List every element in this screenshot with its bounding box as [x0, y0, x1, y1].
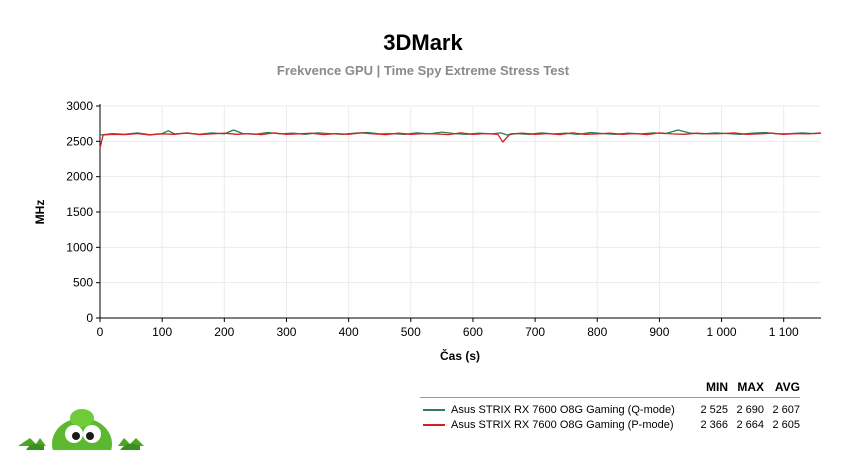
legend-entry-p-mode: Asus STRIX RX 7600 O8G Gaming (P-mode) 2…	[420, 417, 800, 432]
x-tick-label: 1 000	[707, 325, 737, 339]
x-tick-label: 800	[587, 325, 607, 339]
x-tick-label: 900	[649, 325, 669, 339]
series-line-1	[99, 132, 822, 149]
axes	[99, 104, 821, 319]
legend: MIN MAX AVG Asus STRIX RX 7600 O8G Gamin…	[420, 380, 800, 432]
legend-header-min: MIN	[706, 380, 728, 394]
legend-swatch-q-mode	[423, 408, 445, 411]
x-tick-label: 1 100	[769, 325, 799, 339]
legend-min-value: 2 366	[700, 418, 728, 431]
legend-header: MIN MAX AVG	[420, 380, 800, 398]
legend-entry-q-mode: Asus STRIX RX 7600 O8G Gaming (Q-mode) 2…	[420, 402, 800, 417]
grid	[100, 105, 821, 318]
y-tick-label: 0	[86, 311, 93, 325]
legend-avg-value: 2 607	[772, 403, 800, 416]
x-tick-label: 100	[152, 325, 172, 339]
y-tick-label: 1500	[66, 205, 93, 219]
y-tick-label: 3000	[66, 99, 93, 113]
chart-subtitle: Frekvence GPU | Time Spy Extreme Stress …	[277, 63, 570, 78]
legend-min-value: 2 525	[700, 403, 728, 416]
y-tick-label: 1000	[66, 240, 93, 254]
y-tick-label: 2500	[66, 134, 93, 148]
x-ticks: 0 100 200 300 400 500 600 700 800 900 1 000 1 100	[97, 318, 799, 339]
green-alien-mascot-icon	[18, 409, 144, 450]
chart-title: 3DMark	[383, 30, 463, 55]
legend-series-name: Asus STRIX RX 7600 O8G Gaming (Q-mode)	[451, 403, 675, 416]
x-axis-label: Čas (s)	[440, 348, 480, 363]
y-ticks: 0 500 1000 1500 2000 2500 3000	[66, 99, 100, 325]
legend-max-value: 2 690	[736, 403, 764, 416]
x-tick-label: 300	[276, 325, 296, 339]
series-lines	[99, 129, 822, 149]
y-axis-label: MHz	[33, 200, 47, 225]
legend-series-name: Asus STRIX RX 7600 O8G Gaming (P-mode)	[451, 418, 674, 431]
x-tick-label: 500	[401, 325, 421, 339]
legend-header-max: MAX	[737, 380, 764, 394]
x-tick-label: 600	[463, 325, 483, 339]
x-tick-label: 700	[525, 325, 545, 339]
x-tick-label: 0	[97, 325, 104, 339]
legend-max-value: 2 664	[736, 418, 764, 431]
y-tick-label: 500	[73, 276, 93, 290]
y-tick-label: 2000	[66, 170, 93, 184]
legend-swatch-p-mode	[423, 423, 445, 426]
legend-header-avg: AVG	[774, 380, 800, 394]
x-tick-label: 200	[214, 325, 234, 339]
legend-avg-value: 2 605	[772, 418, 800, 431]
x-tick-label: 400	[339, 325, 359, 339]
